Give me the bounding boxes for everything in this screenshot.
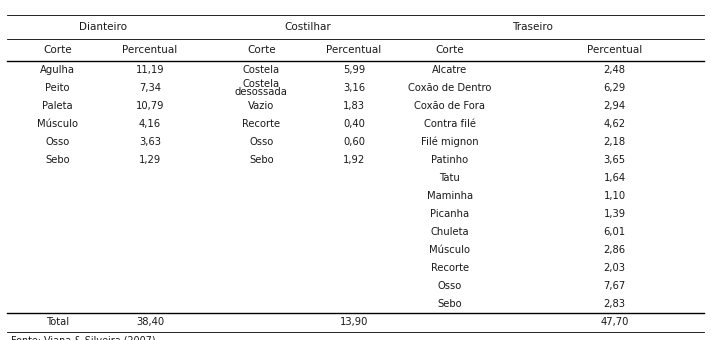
- Text: Filé mignon: Filé mignon: [421, 136, 479, 147]
- Text: Paleta: Paleta: [42, 101, 73, 111]
- Text: 6,29: 6,29: [604, 83, 626, 93]
- Text: Osso: Osso: [250, 137, 274, 147]
- Text: 3,65: 3,65: [604, 155, 626, 165]
- Text: Costela: Costela: [243, 65, 280, 75]
- Text: Contra filé: Contra filé: [424, 119, 476, 129]
- Text: Percentual: Percentual: [587, 45, 642, 55]
- Text: Agulha: Agulha: [40, 65, 75, 75]
- Text: 3,63: 3,63: [139, 137, 161, 147]
- Text: 6,01: 6,01: [604, 227, 626, 237]
- Text: Osso: Osso: [46, 137, 70, 147]
- Text: 2,83: 2,83: [604, 299, 626, 309]
- Text: Dianteiro: Dianteiro: [79, 22, 127, 32]
- Text: Picanha: Picanha: [430, 209, 469, 219]
- Text: Vazio: Vazio: [248, 101, 274, 111]
- Text: Tatu: Tatu: [439, 173, 460, 183]
- Text: Costilhar: Costilhar: [284, 22, 331, 32]
- Text: Peito: Peito: [45, 83, 70, 93]
- Text: 11,19: 11,19: [136, 65, 164, 75]
- Text: Coxão de Dentro: Coxão de Dentro: [408, 83, 491, 93]
- Text: Osso: Osso: [437, 280, 461, 291]
- Text: 4,62: 4,62: [604, 119, 626, 129]
- Text: 3,16: 3,16: [343, 83, 365, 93]
- Text: Coxão de Fora: Coxão de Fora: [414, 101, 485, 111]
- Text: 13,90: 13,90: [340, 317, 368, 327]
- Text: 1,83: 1,83: [343, 101, 365, 111]
- Text: desossada: desossada: [235, 87, 288, 97]
- Text: Traseiro: Traseiro: [512, 22, 553, 32]
- Text: Corte: Corte: [43, 45, 72, 55]
- Text: Recorte: Recorte: [242, 119, 281, 129]
- Text: Corte: Corte: [435, 45, 464, 55]
- Text: 0,60: 0,60: [343, 137, 365, 147]
- Text: 5,99: 5,99: [343, 65, 365, 75]
- Text: 1,10: 1,10: [604, 191, 626, 201]
- Text: 2,03: 2,03: [604, 262, 626, 273]
- Text: Sebo: Sebo: [45, 155, 70, 165]
- Text: Percentual: Percentual: [122, 45, 178, 55]
- Text: 47,70: 47,70: [601, 317, 629, 327]
- Text: 2,48: 2,48: [604, 65, 626, 75]
- Text: Músculo: Músculo: [429, 245, 470, 255]
- Text: Sebo: Sebo: [249, 155, 274, 165]
- Text: 1,39: 1,39: [604, 209, 626, 219]
- Text: Sebo: Sebo: [437, 299, 462, 309]
- Text: 2,94: 2,94: [604, 101, 626, 111]
- Text: 2,86: 2,86: [604, 245, 626, 255]
- Text: Corte: Corte: [247, 45, 276, 55]
- Text: Maminha: Maminha: [427, 191, 473, 201]
- Text: 10,79: 10,79: [136, 101, 164, 111]
- Text: Alcatre: Alcatre: [432, 65, 467, 75]
- Text: Costela: Costela: [243, 79, 280, 89]
- Text: 2,18: 2,18: [604, 137, 626, 147]
- Text: Chuleta: Chuleta: [430, 227, 469, 237]
- Text: Percentual: Percentual: [326, 45, 382, 55]
- Text: 0,40: 0,40: [343, 119, 365, 129]
- Text: 1,92: 1,92: [343, 155, 365, 165]
- Text: Recorte: Recorte: [430, 262, 469, 273]
- Text: Total: Total: [46, 317, 69, 327]
- Text: Músculo: Músculo: [37, 119, 77, 129]
- Text: 1,29: 1,29: [139, 155, 161, 165]
- Text: Patinho: Patinho: [431, 155, 468, 165]
- Text: 7,34: 7,34: [139, 83, 161, 93]
- Text: 4,16: 4,16: [139, 119, 161, 129]
- Text: 7,67: 7,67: [604, 280, 626, 291]
- Text: 1,64: 1,64: [604, 173, 626, 183]
- Text: Fonte: Viana & Silveira (2007): Fonte: Viana & Silveira (2007): [11, 335, 155, 340]
- Text: 38,40: 38,40: [136, 317, 164, 327]
